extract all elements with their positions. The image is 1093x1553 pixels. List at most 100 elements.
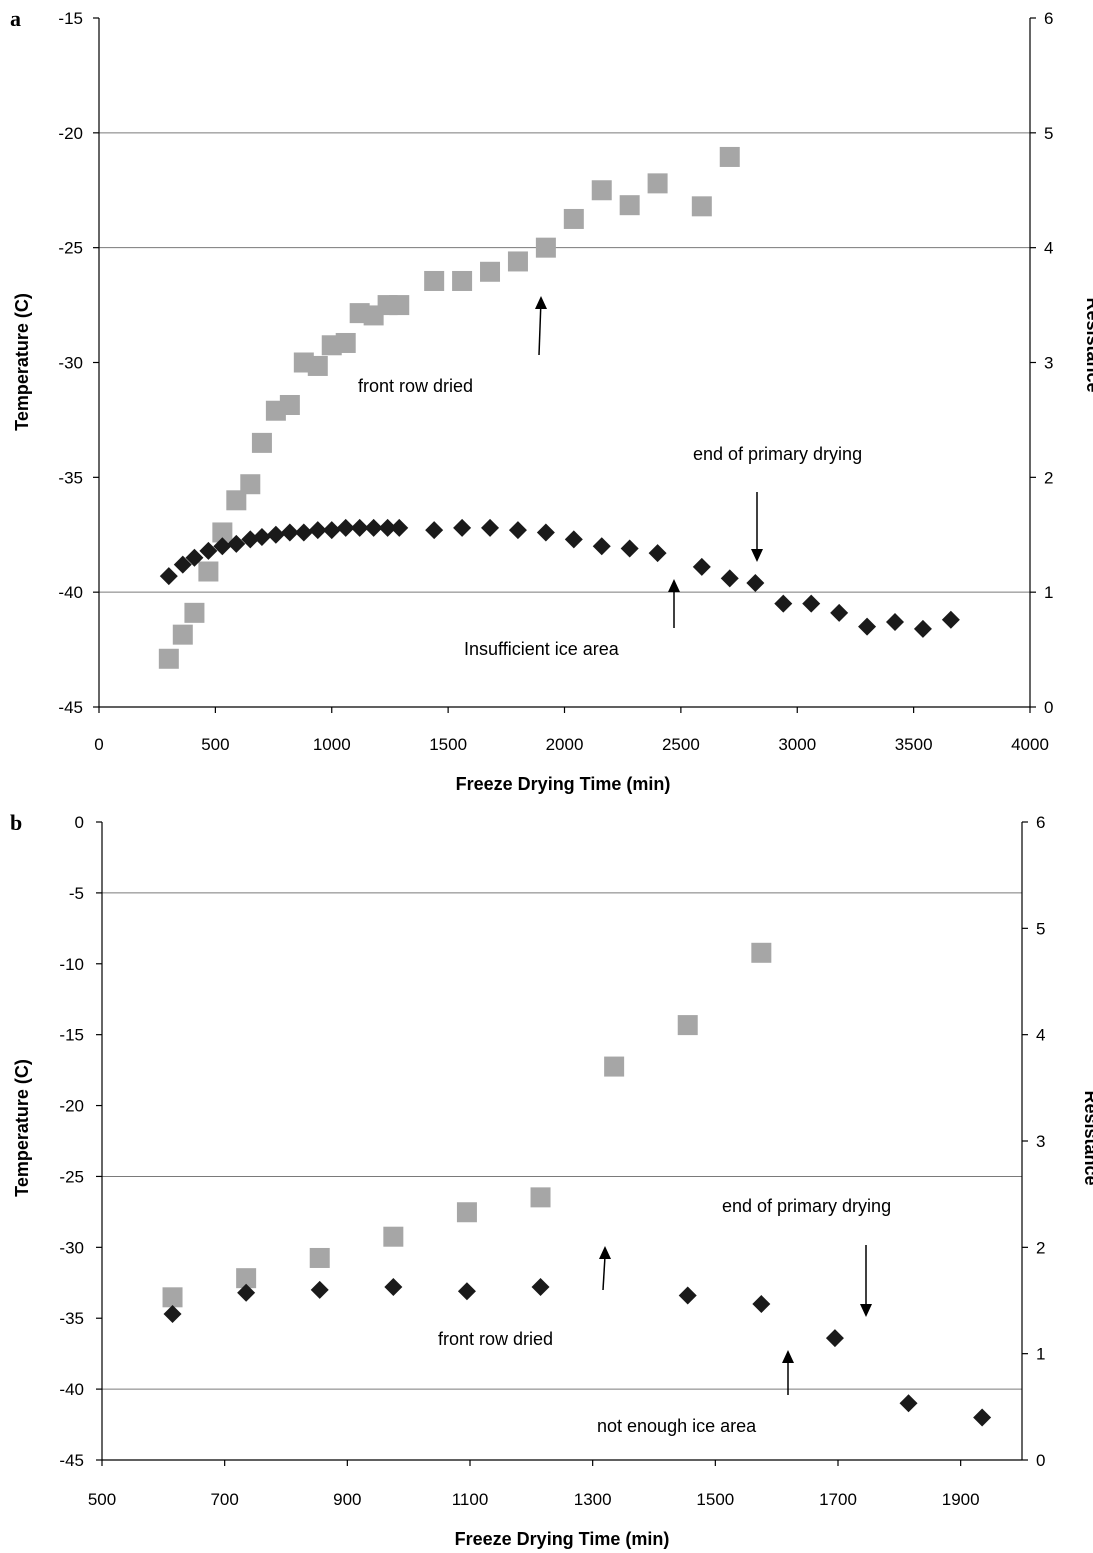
square-point (480, 261, 501, 282)
y-tick-label: -25 (58, 239, 83, 258)
arrow-head (782, 1350, 794, 1363)
diamond-point (185, 548, 204, 567)
square-point (240, 474, 261, 495)
x-tick-label: 1100 (452, 1490, 489, 1509)
y2-tick-label: 4 (1044, 239, 1053, 258)
y2-tick-label: 3 (1044, 354, 1053, 373)
square-point (619, 195, 640, 216)
panel-letter: b (10, 810, 22, 835)
y2-axis-label: Resistance (1083, 297, 1093, 392)
arrow-head (668, 579, 680, 592)
annotation-front-row-dried: front row dried (358, 296, 547, 396)
diamond-point (237, 1283, 256, 1302)
diamond-point (752, 1295, 771, 1314)
annotation-text: Insufficient ice area (464, 639, 620, 659)
diamond-point (280, 523, 299, 542)
y2-tick-label: 1 (1036, 1345, 1045, 1364)
square-point (172, 624, 193, 645)
data-marks (162, 942, 992, 1427)
square-point (719, 146, 740, 167)
diamond-point (457, 1282, 476, 1301)
square-point (535, 237, 556, 258)
diamond-point (536, 523, 555, 542)
diamond-point (350, 518, 369, 537)
diamond-point (322, 521, 341, 540)
diamond-point (620, 539, 639, 558)
square-point (591, 180, 612, 201)
diamond-point (310, 1280, 329, 1299)
square-point (236, 1268, 257, 1289)
panel-letter: a (10, 6, 21, 31)
y-tick-label: -35 (59, 1309, 84, 1328)
diamond-point (378, 518, 397, 537)
y2-tick-label: 4 (1036, 1026, 1045, 1045)
diamond-point (453, 518, 472, 537)
y2-axis-label: Resistance (1081, 1090, 1093, 1185)
diamond-point (899, 1394, 918, 1413)
x-tick-label: 500 (88, 1490, 116, 1509)
x-tick-label: 3000 (778, 735, 816, 754)
x-tick-label: 900 (333, 1490, 361, 1509)
y-tick-label: -15 (58, 9, 83, 28)
diamond-point (825, 1329, 844, 1348)
diamond-point (390, 518, 409, 537)
y-tick-label: -20 (59, 1097, 84, 1116)
annotation-text: front row dried (358, 376, 473, 396)
square-point (162, 1287, 183, 1308)
annotation-front-row-dried: front row dried (438, 1246, 611, 1349)
x-tick-label: 2500 (662, 735, 700, 754)
diamond-point (692, 557, 711, 576)
y-tick-label: -15 (59, 1026, 84, 1045)
diamond-point (173, 555, 192, 574)
diamond-point (830, 603, 849, 622)
arrow-head (751, 549, 763, 562)
diamond-point (266, 525, 285, 544)
axis-ticks: 0 500 1000 1500 2000 2500 3000 3500 4000 -45 -40 -3… (58, 9, 1053, 754)
x-tick-label: 500 (201, 735, 229, 754)
diamond-point (364, 518, 383, 537)
y2-tick-label: 5 (1036, 919, 1045, 938)
y-tick-label: -45 (59, 1451, 84, 1470)
x-axis-label: Freeze Drying Time (min) (456, 774, 671, 794)
x-tick-label: 0 (94, 735, 103, 754)
square-point (389, 295, 410, 316)
diamond-point (564, 530, 583, 549)
diamond-point (213, 537, 232, 556)
y-tick-label: -40 (58, 583, 83, 602)
square-point (212, 522, 233, 543)
y-axis-label: Temperature (C) (12, 293, 32, 431)
square-point (530, 1187, 551, 1208)
square-point (604, 1056, 625, 1077)
y2-tick-label: 0 (1044, 698, 1053, 717)
x-axis-label: Freeze Drying Time (min) (455, 1529, 670, 1549)
y2-tick-label: 5 (1044, 124, 1053, 143)
diamond-point (336, 518, 355, 537)
square-point (158, 648, 179, 669)
arrow-up-icon (538, 299, 542, 356)
diamond-point (227, 534, 246, 553)
y-tick-label: -40 (59, 1380, 84, 1399)
arrow-head (535, 296, 547, 309)
arrow-head (599, 1246, 611, 1259)
y-tick-label: -45 (58, 698, 83, 717)
diamond-point (648, 544, 667, 563)
diamond-point (241, 530, 260, 549)
y-tick-label: -35 (58, 468, 83, 487)
y-tick-label: -30 (58, 354, 83, 373)
diamond-point (294, 523, 313, 542)
arrow-up-icon (602, 1255, 606, 1291)
diamond-point (592, 537, 611, 556)
diamond-point (913, 619, 932, 638)
y-tick-label: -5 (69, 884, 84, 903)
x-tick-label: 2000 (546, 735, 584, 754)
square-point (452, 270, 473, 291)
annotation-text: not enough ice area (597, 1416, 757, 1436)
square-point (647, 173, 668, 194)
square-point (309, 1247, 330, 1268)
square-point (507, 251, 528, 272)
diamond-point (384, 1278, 403, 1297)
square-point (335, 332, 356, 353)
x-tick-label: 1000 (313, 735, 351, 754)
diamond-point (425, 521, 444, 540)
